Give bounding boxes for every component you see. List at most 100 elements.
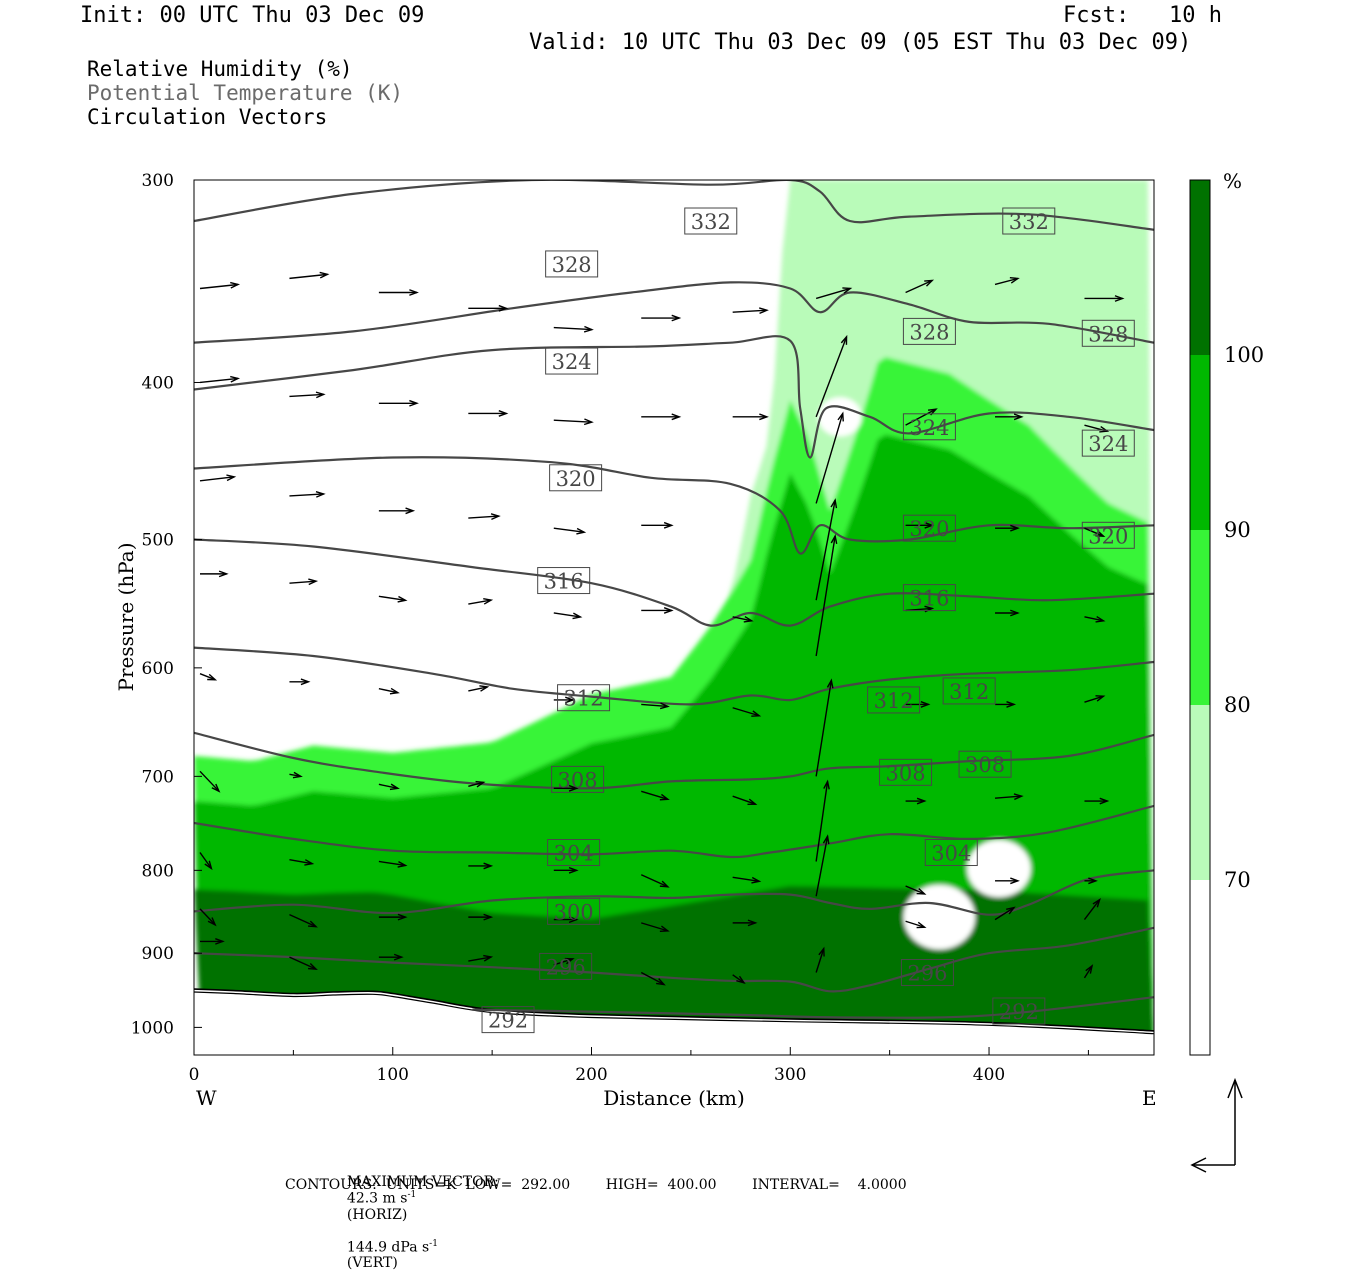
superscript-horiz: -1	[407, 1190, 417, 1200]
isentrope-label-320-1: 320	[909, 517, 949, 541]
circulation-vector-92	[640, 971, 666, 986]
circulation-vector-64	[1084, 797, 1110, 805]
max-vector-label: MAXIMUM VECTOR:	[346, 1174, 499, 1190]
isentrope-300	[194, 869, 1154, 916]
circulation-vector-84	[905, 920, 927, 929]
isentrope-label-316-0: 316	[544, 570, 584, 594]
circulation-vector-91	[553, 957, 575, 966]
circulation-vector-15	[553, 418, 594, 426]
circulation-vector-69	[553, 866, 579, 874]
isentrope-label-312-1: 312	[874, 689, 914, 713]
west-label: W	[196, 1086, 217, 1110]
ground-fill	[194, 989, 1154, 1055]
isentrope-label-320-2: 320	[1088, 524, 1128, 548]
isentrope-label-304-0: 304	[554, 842, 594, 866]
circulation-vector-62	[905, 797, 927, 805]
isentrope-label-box-292-1	[992, 997, 1046, 1025]
isentrope-label-316-1: 316	[909, 587, 949, 611]
circulation-vector-0	[199, 281, 241, 290]
rh-dry-pocket-0	[903, 884, 976, 950]
isentrope-label-312-0: 312	[564, 687, 604, 711]
max-vector-line: MAXIMUM VECTOR: 42.3 m s-1 (HORIZ) 144.9…	[338, 1158, 499, 1271]
circulation-vector-30	[995, 524, 1020, 532]
plot-frame	[193, 179, 1155, 1056]
isentrope-label-box-332-0	[684, 207, 738, 235]
circulation-vector-86	[1083, 897, 1101, 921]
circulation-vector-48	[641, 702, 670, 710]
max-vector-vert-unit: (VERT)	[346, 1255, 398, 1271]
isentrope-320	[194, 456, 1154, 555]
isentrope-label-box-296-1	[900, 959, 954, 987]
isentrope-label-box-308-1	[879, 758, 933, 786]
circulation-vector-44	[289, 678, 311, 686]
circulation-vector-18	[815, 334, 848, 418]
circulation-vector-50	[815, 534, 838, 657]
circulation-vector-5	[641, 314, 682, 322]
circulation-vector-23	[289, 491, 326, 498]
isentrope-label-box-312-0	[557, 684, 611, 712]
y-tick-label-500: 500	[142, 531, 174, 551]
circulation-vector-33	[289, 578, 319, 586]
circulation-vector-19	[905, 408, 938, 426]
max-vector-horiz-unit: (HORIZ)	[346, 1206, 408, 1223]
circulation-vector-13	[378, 399, 419, 407]
circulation-vector-67	[378, 860, 408, 868]
east-label: E	[1142, 1086, 1157, 1110]
circulation-vector-72	[815, 779, 830, 862]
superscript-vert: -1	[429, 1238, 438, 1249]
reference-vector-icon	[1190, 1077, 1243, 1173]
y-tick-label-800: 800	[142, 861, 174, 881]
circulation-vector-24	[378, 507, 416, 515]
circulation-vector-90	[468, 954, 494, 962]
isentrope-label-box-296-0	[539, 952, 593, 980]
isentrope-label-292-1: 292	[999, 1000, 1039, 1024]
circulation-vector-31	[1084, 527, 1106, 537]
isentrope-label-box-324-2	[1081, 429, 1135, 457]
circulation-vector-79	[468, 913, 494, 921]
isentrope-label-box-304-0	[547, 839, 601, 867]
isentrope-label-box-332-1	[1002, 207, 1056, 235]
isentrope-label-box-324-0	[545, 347, 599, 375]
circulation-vector-58	[553, 784, 579, 792]
circulation-vector-6	[732, 307, 769, 315]
forecast-hour-label: Fcst: 10 h	[1063, 3, 1222, 28]
valid-time-label: Valid: 10 UTC Thu 03 Dec 09 (05 EST Thu …	[529, 30, 1192, 55]
circulation-vector-32	[200, 570, 229, 578]
plot-background	[194, 180, 1154, 1055]
y-tick-label-1000: 1000	[131, 1018, 174, 1038]
circulation-vector-29	[905, 521, 935, 529]
axes-layer: 300 400 500 600 700 800 900 1000 0 100 200 300 400 Di…	[114, 171, 1157, 1110]
isentrope-304	[194, 804, 1154, 859]
x-tick-label-100: 100	[377, 1065, 409, 1085]
legend-relative-humidity: Relative Humidity (%)	[87, 57, 353, 81]
isentrope-label-box-316-1	[902, 584, 956, 612]
colorbar-frame	[1189, 179, 1211, 1056]
circulation-vector-78	[378, 913, 408, 921]
isentrope-292	[472, 996, 1154, 1019]
contours-info: CONTOURS: UNITS=K LOW= 292.00 HIGH= 400.…	[285, 1177, 907, 1193]
isentrope-label-312-2: 312	[949, 680, 989, 704]
max-vector-horiz: 42.3 m s	[346, 1190, 408, 1207]
isentrope-label-box-304-1	[924, 839, 978, 867]
circulation-vector-71	[732, 876, 762, 884]
isentrope-label-box-328-2	[1081, 319, 1135, 347]
isentrope-label-box-320-0	[549, 464, 603, 492]
circulation-vector-45	[378, 687, 400, 695]
isentrope-label-296-0: 296	[546, 955, 586, 979]
isentrope-308	[194, 731, 1154, 790]
isentrope-label-308-2: 308	[965, 753, 1005, 777]
circulation-vector-47	[553, 696, 575, 704]
circulation-vector-70	[640, 874, 670, 888]
circulation-vector-93	[732, 974, 746, 984]
circulation-vector-95	[1083, 964, 1094, 979]
colorbar-swatch-0	[1190, 180, 1210, 355]
isentrope-label-box-328-0	[545, 250, 599, 278]
circulation-vector-46	[468, 685, 490, 692]
ground-underline	[194, 991, 1154, 1035]
y-axis-label: Pressure (hPa)	[114, 543, 138, 692]
x-tick-label-400: 400	[973, 1065, 1005, 1085]
colorbar-swatch-1	[1190, 355, 1210, 530]
y-tick-label-300: 300	[142, 171, 174, 191]
circulation-vector-14	[468, 410, 509, 417]
